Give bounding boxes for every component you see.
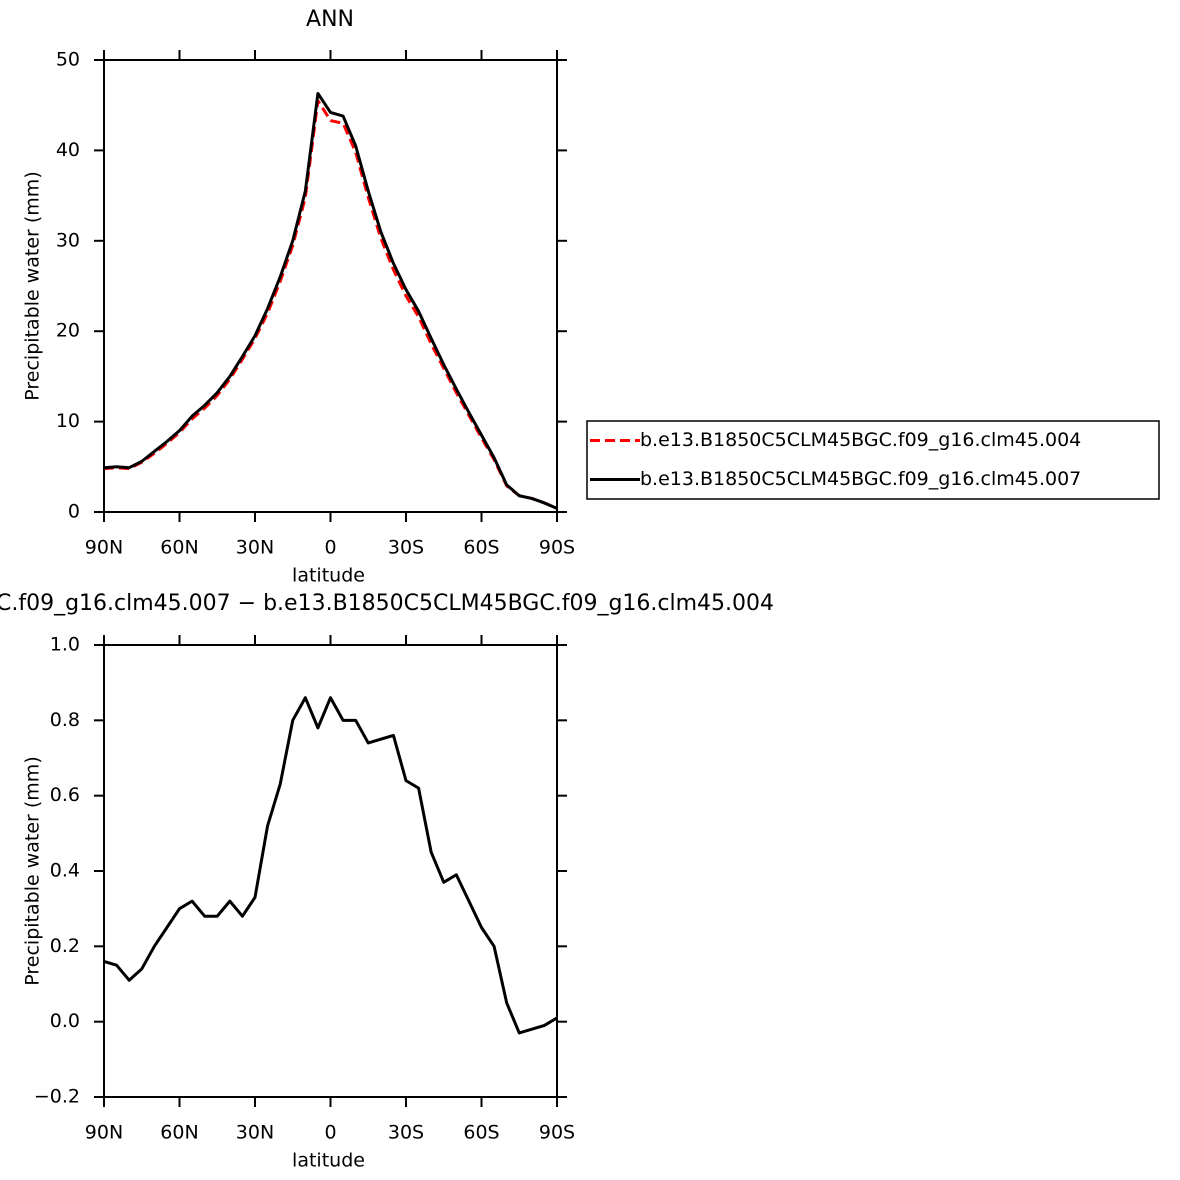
plot-frame bbox=[103, 59, 558, 513]
y-tick-label: 40 bbox=[56, 139, 80, 161]
x-axis-label: latitude bbox=[292, 1150, 365, 1172]
x-tick-label: 0 bbox=[324, 537, 336, 559]
x-tick-label: 30N bbox=[236, 1122, 274, 1144]
x-tick-label: 30N bbox=[236, 537, 274, 559]
y-tick-label: 0.2 bbox=[50, 935, 80, 957]
legend-box bbox=[586, 420, 1160, 500]
x-axis-label: latitude bbox=[292, 565, 365, 587]
data-line bbox=[103, 91, 558, 510]
y-tick-label: 0.4 bbox=[50, 860, 80, 882]
x-tick-label: 60S bbox=[463, 1122, 499, 1144]
y-tick-label: 1.0 bbox=[50, 634, 80, 656]
x-tick-label: 90N bbox=[85, 537, 123, 559]
y-tick-label: 30 bbox=[56, 229, 80, 251]
data-line bbox=[103, 99, 558, 510]
y-tick-label: 0.8 bbox=[50, 709, 80, 731]
y-tick-label: 0.6 bbox=[50, 784, 80, 806]
x-tick-label: 30S bbox=[388, 537, 424, 559]
y-axis-label: Precipitable water (mm) bbox=[22, 756, 44, 985]
y-tick-label: 0.0 bbox=[50, 1010, 80, 1032]
legend-label: b.e13.B1850C5CLM45BGC.f09_g16.clm45.007 bbox=[640, 468, 1081, 490]
plot-frame bbox=[103, 644, 558, 1098]
x-tick-label: 90S bbox=[539, 537, 575, 559]
x-tick-label: 60S bbox=[463, 537, 499, 559]
x-tick-label: 60N bbox=[160, 537, 198, 559]
legend-label: b.e13.B1850C5CLM45BGC.f09_g16.clm45.004 bbox=[640, 429, 1081, 451]
y-axis-label: Precipitable water (mm) bbox=[22, 171, 44, 400]
x-tick-label: 0 bbox=[324, 1122, 336, 1144]
x-tick-label: 30S bbox=[388, 1122, 424, 1144]
data-line bbox=[103, 696, 558, 1035]
y-tick-label: 20 bbox=[56, 320, 80, 342]
y-tick-label: 10 bbox=[56, 410, 80, 432]
x-tick-label: 60N bbox=[160, 1122, 198, 1144]
x-tick-label: 90N bbox=[85, 1122, 123, 1144]
x-tick-label: 90S bbox=[539, 1122, 575, 1144]
y-tick-label: 0 bbox=[68, 501, 80, 523]
chart-title: C.f09_g16.clm45.007 − b.e13.B1850C5CLM45… bbox=[0, 591, 774, 616]
chart-title: ANN bbox=[306, 7, 354, 32]
y-tick-label: 50 bbox=[56, 49, 80, 71]
y-tick-label: −0.2 bbox=[34, 1086, 80, 1108]
